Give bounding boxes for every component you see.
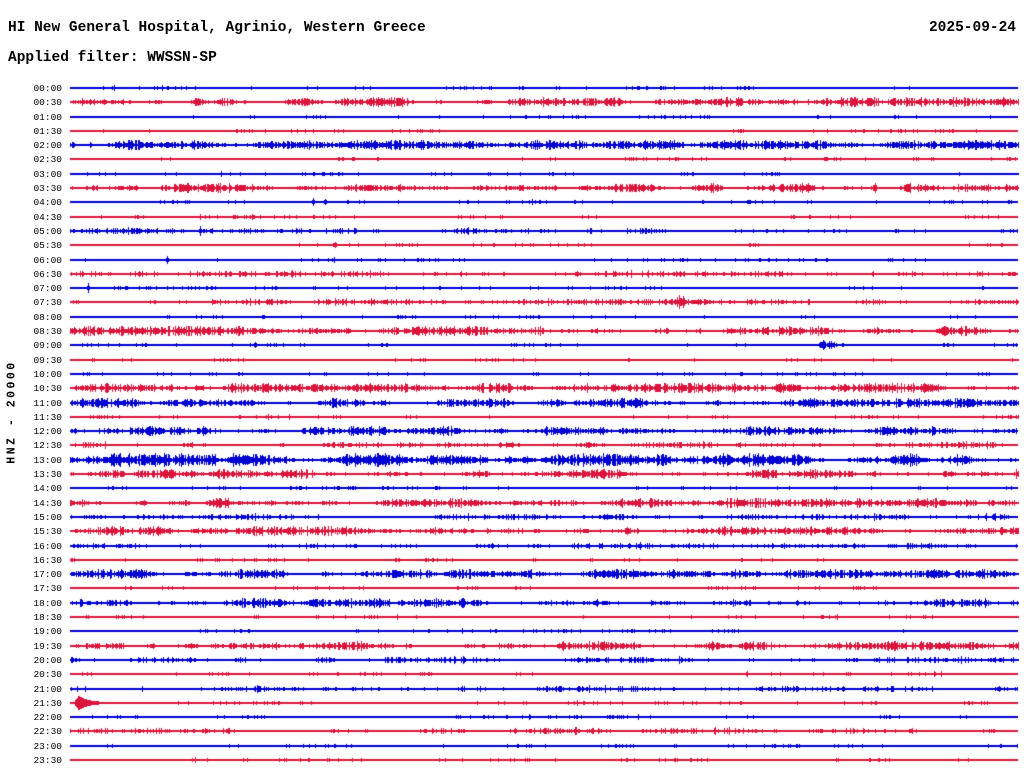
- time-label: 22:00: [33, 711, 62, 723]
- time-label: 16:00: [33, 540, 62, 552]
- time-label: 07:30: [33, 296, 62, 308]
- time-label: 21:30: [33, 697, 62, 709]
- time-label: 11:30: [33, 411, 62, 423]
- time-label: 20:00: [33, 654, 62, 666]
- time-label: 22:30: [33, 725, 62, 737]
- time-label: 04:30: [33, 211, 62, 223]
- time-label: 11:00: [33, 397, 62, 409]
- time-label: 09:30: [33, 354, 62, 366]
- time-label: 00:30: [33, 96, 62, 108]
- time-label: 07:00: [33, 282, 62, 294]
- time-label: 08:00: [33, 311, 62, 323]
- time-label: 21:00: [33, 683, 62, 695]
- time-label: 12:00: [33, 425, 62, 437]
- time-label: 00:00: [33, 82, 62, 94]
- time-label: 16:30: [33, 554, 62, 566]
- time-label: 02:30: [33, 153, 62, 165]
- time-label: 18:30: [33, 611, 62, 623]
- time-label: 03:30: [33, 182, 62, 194]
- time-label: 05:30: [33, 239, 62, 251]
- time-label: 10:30: [33, 382, 62, 394]
- time-label: 19:30: [33, 640, 62, 652]
- time-label: 06:30: [33, 268, 62, 280]
- time-label: 05:00: [33, 225, 62, 237]
- time-label: 01:30: [33, 125, 62, 137]
- time-label: 14:00: [33, 482, 62, 494]
- time-label: 14:30: [33, 497, 62, 509]
- time-label: 13:30: [33, 468, 62, 480]
- time-label: 15:00: [33, 511, 62, 523]
- time-label: 09:00: [33, 339, 62, 351]
- time-label: 01:00: [33, 111, 62, 123]
- time-label: 17:00: [33, 568, 62, 580]
- time-label: 02:00: [33, 139, 62, 151]
- time-label: 18:00: [33, 597, 62, 609]
- time-label: 23:00: [33, 740, 62, 752]
- time-label: 04:00: [33, 196, 62, 208]
- time-label: 06:00: [33, 254, 62, 266]
- time-label: 17:30: [33, 582, 62, 594]
- time-label: 19:00: [33, 625, 62, 637]
- time-label: 15:30: [33, 525, 62, 537]
- time-label: 20:30: [33, 668, 62, 680]
- time-label: 12:30: [33, 439, 62, 451]
- time-label: 10:00: [33, 368, 62, 380]
- time-label: 23:30: [33, 754, 62, 766]
- time-label: 13:00: [33, 454, 62, 466]
- time-label: 08:30: [33, 325, 62, 337]
- time-label: 03:00: [33, 168, 62, 180]
